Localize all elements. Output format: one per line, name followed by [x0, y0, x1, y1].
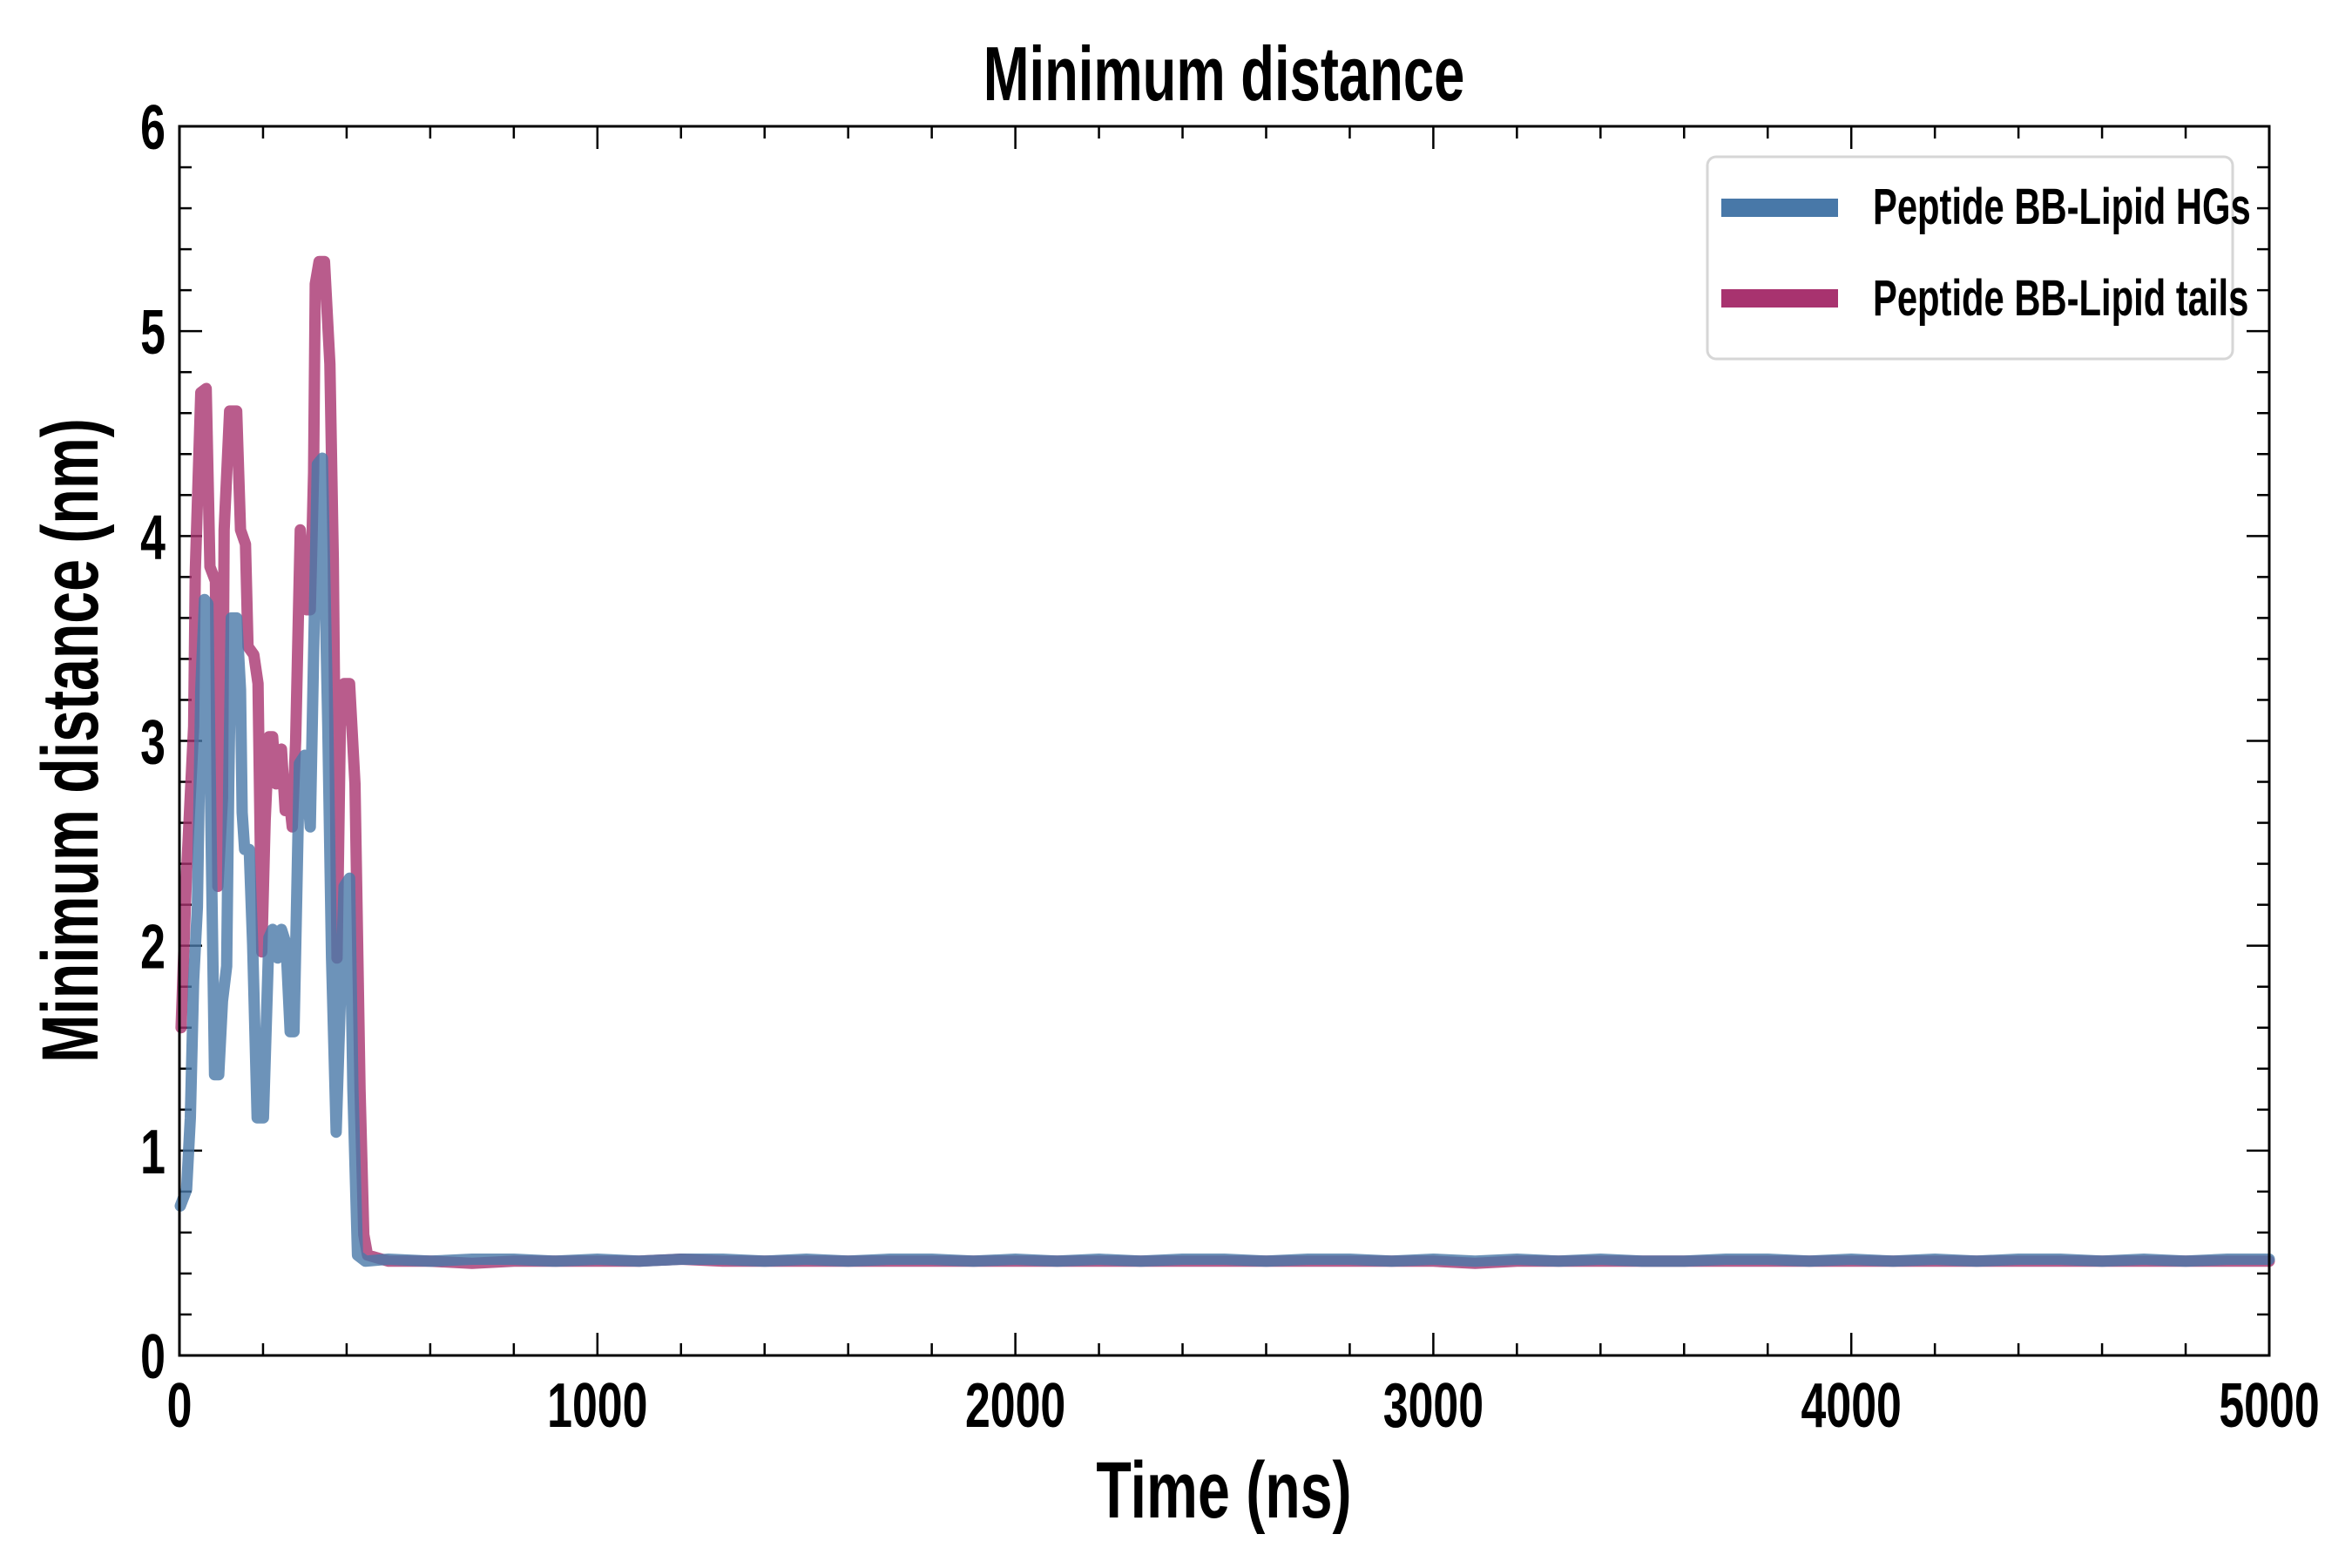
y-tick-label: 1: [140, 1118, 166, 1187]
x-axis-label: Time (ns): [1096, 1444, 1351, 1534]
x-tick-label: 1000: [547, 1371, 647, 1441]
x-tick-label: 0: [167, 1371, 193, 1441]
legend-label-tails: Peptide BB-Lipid tails: [1873, 269, 2248, 326]
y-tick-label: 0: [140, 1322, 166, 1392]
x-tick-label: 4000: [1801, 1371, 1902, 1441]
series-lines: [174, 255, 2275, 1269]
tick-labels: 0 1000 2000 3000 4000 5000 0 1 2 3 4 5 6: [140, 93, 2319, 1441]
y-tick-label: 3: [140, 707, 166, 777]
y-tick-label: 2: [140, 912, 166, 982]
legend-label-hgs: Peptide BB-Lipid HGs: [1873, 178, 2251, 234]
y-tick-label: 6: [140, 93, 166, 163]
legend: Peptide BB-Lipid HGs Peptide BB-Lipid ta…: [1706, 155, 2251, 361]
chart-title: Minimum distance: [983, 32, 1465, 118]
y-tick-label: 5: [140, 298, 166, 368]
legend-swatch-hgs: [1721, 199, 1838, 217]
x-tick-label: 5000: [2219, 1371, 2319, 1441]
y-axis-label: Minimum distance (nm): [24, 418, 114, 1063]
x-tick-label: 3000: [1383, 1371, 1484, 1441]
x-tick-label: 2000: [965, 1371, 1065, 1441]
y-tick-label: 4: [140, 503, 166, 572]
legend-swatch-tails: [1721, 289, 1838, 308]
series-line-tails: [175, 255, 2275, 1269]
legend-box: [1706, 155, 2234, 361]
plot-frame: [178, 125, 2271, 1357]
series-line-hgs: [174, 452, 2275, 1267]
